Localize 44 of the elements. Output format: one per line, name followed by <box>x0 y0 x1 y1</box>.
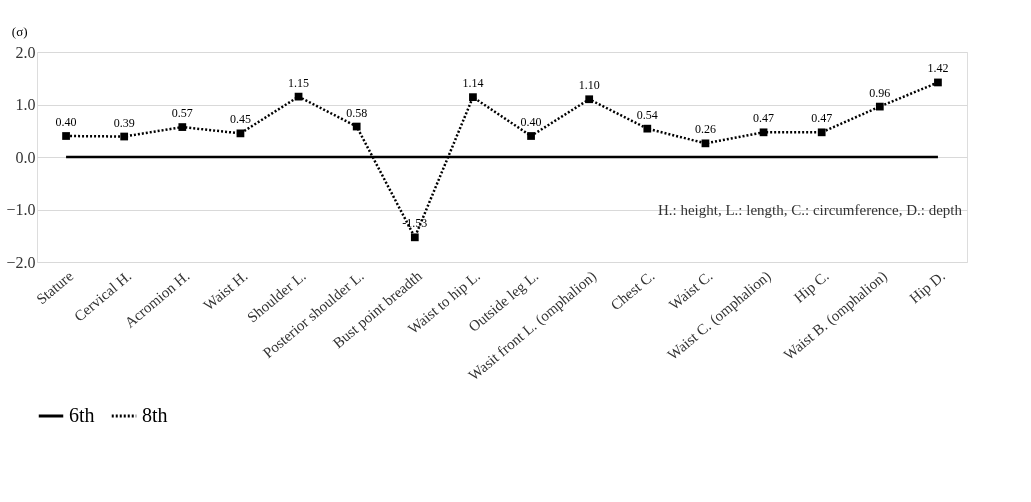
x-tick-label: Waist C. <box>666 267 716 313</box>
legend-label: 6th <box>69 404 95 426</box>
point <box>817 128 826 137</box>
point <box>585 95 594 104</box>
data-label: 1.14 <box>462 76 484 91</box>
data-label: 1.10 <box>578 78 600 93</box>
data-label: 0.26 <box>694 122 716 137</box>
x-tick-label: Waist H. <box>200 267 251 314</box>
point <box>643 124 652 133</box>
y-axis-title: (σ) <box>11 23 28 39</box>
data-label: 0.47 <box>811 111 833 126</box>
point <box>469 93 477 102</box>
point <box>875 102 884 111</box>
annotation: H.: height, L.: length, C.: circumference, D.: depth <box>657 202 963 218</box>
point <box>527 132 535 140</box>
data-label: 0.45 <box>229 112 251 127</box>
data-label: 1.15 <box>288 75 310 90</box>
point <box>178 123 187 131</box>
point <box>62 132 70 140</box>
y-tick-label: −2.0 <box>6 253 36 271</box>
point <box>701 139 710 148</box>
data-label: 0.39 <box>113 115 135 130</box>
data-label: 0.58 <box>346 105 368 120</box>
data-label: 0.40 <box>520 115 542 129</box>
y-tick-label: 2.0 <box>15 43 36 61</box>
point <box>934 78 942 87</box>
point <box>410 233 419 242</box>
data-label: 0.96 <box>869 85 891 100</box>
point <box>759 128 768 137</box>
y-tick-label: 0.0 <box>15 148 36 166</box>
x-tick-label: Chest C. <box>607 267 658 314</box>
point <box>352 122 361 131</box>
data-label: 0.57 <box>171 106 193 121</box>
data-label: 0.40 <box>55 115 77 129</box>
x-tick-label: Hip D. <box>906 267 949 307</box>
data-label: 0.54 <box>636 107 658 122</box>
data-label: 1.42 <box>927 61 949 76</box>
data-label: -1.53 <box>402 216 428 231</box>
data-label: 0.47 <box>753 111 775 126</box>
x-tick-label: Hip C. <box>790 267 832 306</box>
legend-label: 8th <box>142 404 168 426</box>
point <box>120 132 129 141</box>
y-tick-label: 1.0 <box>15 96 36 113</box>
y-tick-label: −1.0 <box>6 201 36 218</box>
